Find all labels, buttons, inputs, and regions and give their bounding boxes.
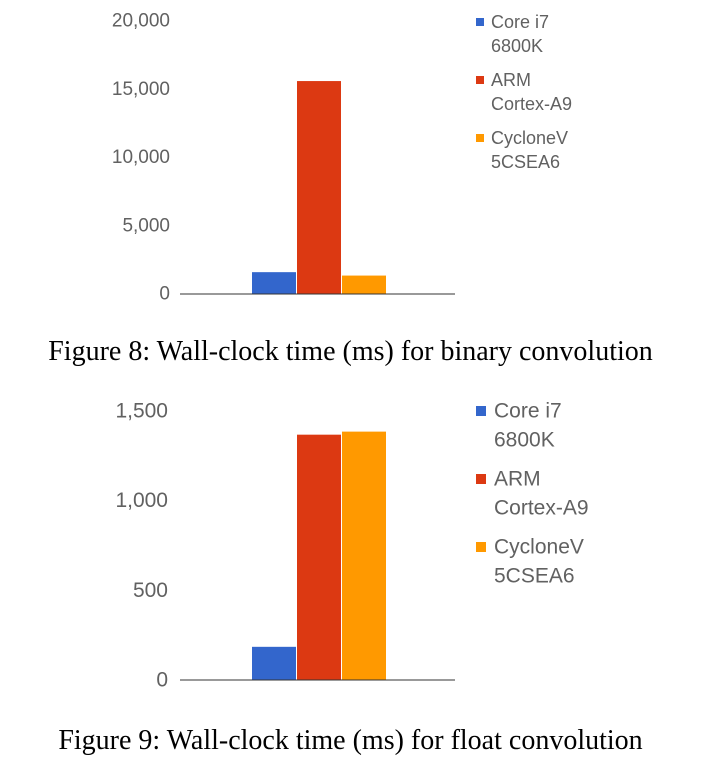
y-tick-label: 500 (133, 579, 168, 602)
bar-cyclonev-5csea6 (342, 431, 386, 680)
legend-swatch (476, 542, 486, 552)
y-tick-label: 1,000 (115, 489, 168, 512)
y-tick-label: 20,000 (112, 11, 170, 32)
figure-8-caption: Figure 8: Wall-clock time (ms) for binar… (48, 336, 653, 367)
legend-label: 6800K (494, 429, 555, 452)
legend-label: Cortex-A9 (491, 94, 572, 114)
legend-swatch (476, 134, 484, 142)
bar-core-i7-6800k (252, 272, 296, 294)
y-tick-label: 1,500 (115, 400, 168, 423)
figure-9: 0 500 1,000 1,500 Core i7 6800K ARM Cortex-A9 Cy… (0, 385, 701, 776)
legend-label: Core i7 (491, 12, 549, 32)
legend-label: 6800K (491, 36, 543, 56)
bar-arm-cortex-a9 (297, 434, 341, 680)
figure-9-caption: Figure 9: Wall-clock time (ms) for float… (58, 725, 643, 756)
legend-swatch (476, 18, 484, 26)
y-tick-label: 15,000 (112, 79, 170, 100)
legend-swatch (476, 474, 486, 484)
legend-swatch (476, 76, 484, 84)
chart-float-convolution: 0 500 1,000 1,500 Core i7 6800K ARM Cortex-A9 Cy… (115, 400, 589, 692)
legend-label: CycloneV (491, 128, 568, 148)
bar-cyclonev-5csea6 (342, 275, 386, 294)
legend-swatch (476, 406, 486, 416)
legend-label: Core i7 (494, 400, 562, 423)
figure-8: 0 5,000 10,000 15,000 20,000 Core i7 6800K ARM C… (0, 0, 701, 385)
y-tick-label: 5,000 (122, 215, 170, 236)
y-tick-label: 0 (159, 284, 170, 305)
y-tick-label: 10,000 (112, 147, 170, 168)
legend-label: ARM (494, 468, 541, 491)
legend-label: CycloneV (494, 536, 584, 559)
bar-arm-cortex-a9 (297, 81, 341, 294)
chart-binary-convolution: 0 5,000 10,000 15,000 20,000 Core i7 6800K ARM C… (112, 11, 572, 305)
legend-label: 5CSEA6 (494, 565, 575, 588)
legend-label: 5CSEA6 (491, 152, 560, 172)
bar-core-i7-6800k (252, 646, 296, 680)
y-tick-label: 0 (156, 669, 168, 692)
legend-label: ARM (491, 70, 531, 90)
legend-label: Cortex-A9 (494, 497, 589, 520)
